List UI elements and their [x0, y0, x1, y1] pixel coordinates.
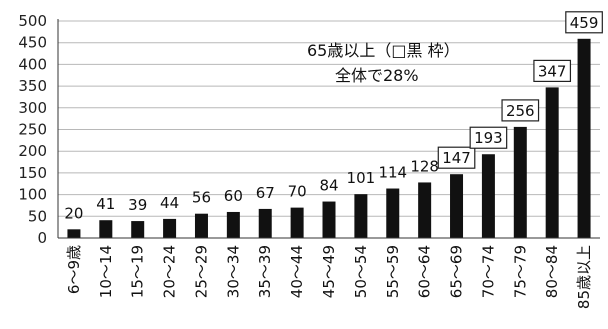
data-label: 347	[538, 62, 567, 80]
bar	[450, 174, 464, 238]
data-label: 67	[256, 184, 275, 202]
y-tick-label: 250	[18, 121, 47, 139]
category-label: 20～24	[161, 245, 179, 298]
y-tick-label: 200	[18, 142, 47, 160]
y-axis: 0 50 100 150 200 250 300 350 400 450 500	[18, 12, 59, 247]
x-axis: 6～9歳 10～14 15～19 20～24 25～29 30～34 35～39 40～44 4…	[58, 237, 600, 309]
category-label: 65～69	[448, 245, 466, 298]
data-label-box	[469, 126, 508, 149]
category-label: 40～44	[288, 245, 306, 298]
data-label: 20	[64, 204, 83, 222]
data-label: 147	[442, 149, 471, 167]
bar	[354, 194, 368, 238]
data-label: 459	[570, 14, 599, 32]
bar	[322, 201, 336, 238]
annotation-line-2: 全体で28%	[335, 66, 419, 85]
bar	[386, 188, 400, 238]
bar	[99, 220, 113, 238]
annotation: 65歳以上（□黒 枠） 全体で28%	[307, 41, 460, 85]
data-label-box	[565, 11, 603, 34]
data-label: 256	[506, 102, 535, 120]
category-label: 15～19	[129, 245, 147, 298]
bars	[67, 38, 591, 238]
data-label: 41	[96, 195, 115, 213]
gridlines	[58, 20, 600, 217]
data-label: 114	[378, 164, 407, 182]
category-label: 75～79	[511, 245, 529, 298]
data-label-box	[437, 146, 476, 169]
y-tick-label: 50	[28, 207, 47, 225]
bar	[513, 126, 527, 238]
bar	[418, 182, 432, 238]
y-tick-label: 450	[18, 34, 47, 52]
y-tick-label: 500	[18, 12, 47, 30]
bar	[545, 87, 559, 238]
data-label: 128	[410, 157, 439, 175]
data-label-box	[533, 59, 572, 83]
annotation-line-1: 65歳以上（□黒 枠）	[307, 41, 460, 60]
data-label: 56	[192, 189, 211, 207]
y-tick-label: 0	[37, 229, 47, 247]
y-tick-label: 400	[18, 55, 47, 73]
category-label: 10～14	[97, 245, 115, 298]
data-label: 44	[160, 194, 179, 212]
category-label: 30～34	[224, 245, 242, 298]
data-label: 39	[128, 196, 147, 214]
category-label: 55～59	[384, 245, 402, 298]
y-tick-label: 300	[18, 99, 47, 117]
bar	[67, 229, 81, 238]
data-label-box	[501, 99, 540, 122]
data-label: 70	[288, 183, 307, 201]
data-label: 101	[347, 169, 376, 187]
category-label: 25～29	[192, 245, 210, 298]
bar	[163, 218, 177, 238]
category-label: 6～9歳	[65, 245, 83, 294]
category-label: 50～54	[352, 245, 370, 298]
category-label: 80～84	[543, 245, 561, 298]
category-label: 35～39	[256, 245, 274, 298]
bar	[290, 207, 304, 238]
bar	[194, 213, 208, 238]
y-tick-label: 100	[18, 186, 47, 204]
data-label: 60	[224, 187, 243, 205]
y-tick-label: 350	[18, 77, 47, 95]
data-label: 84	[319, 177, 338, 195]
y-tick-label: 150	[18, 164, 47, 182]
bar	[131, 221, 145, 238]
bar	[481, 154, 495, 238]
bar	[226, 211, 240, 238]
category-label: 45～49	[320, 245, 338, 298]
bar	[258, 208, 272, 238]
bar	[577, 38, 591, 238]
category-label: 70～74	[479, 245, 497, 298]
data-label: 193	[474, 129, 503, 147]
category-label: 60～64	[416, 245, 434, 298]
category-label: 85歳以上	[575, 245, 593, 309]
